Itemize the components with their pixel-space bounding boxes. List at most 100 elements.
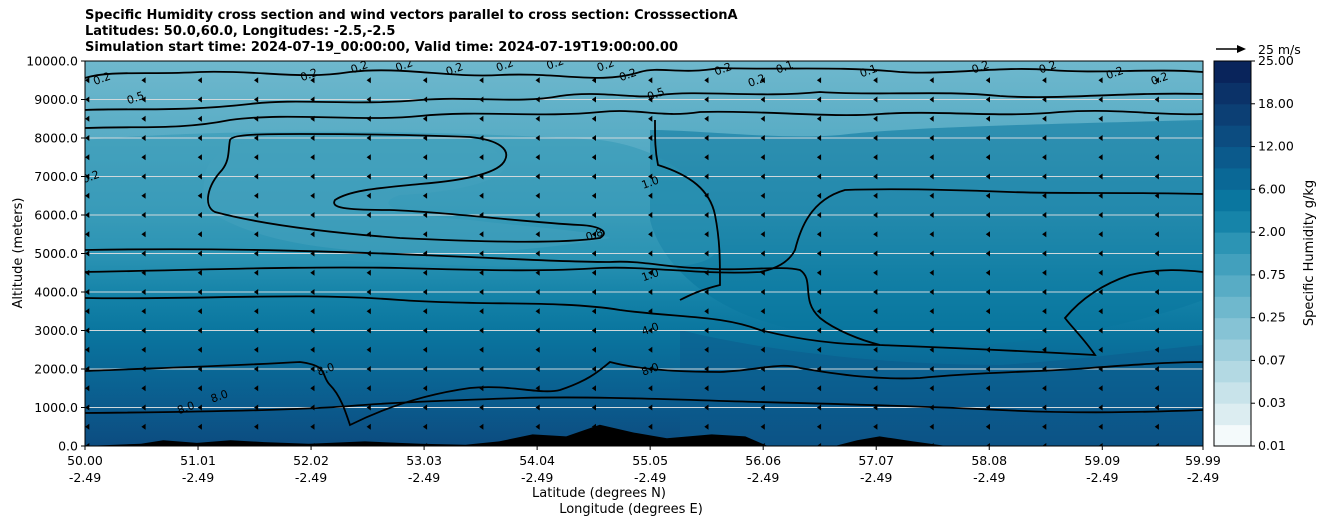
wind-vector <box>816 77 822 84</box>
wind-vector <box>535 96 540 103</box>
wind-vector <box>816 192 822 199</box>
contour-label: 1.0 <box>640 266 661 284</box>
wind-vector <box>310 327 315 334</box>
wind-vector <box>141 115 146 122</box>
wind-vector <box>1098 289 1103 295</box>
wind-vector <box>648 212 653 218</box>
wind-vector <box>422 327 428 334</box>
wind-vector <box>873 212 878 218</box>
wind-vector <box>479 404 484 411</box>
wind-vector <box>197 135 202 141</box>
x-tick-label-lon: -2.49 <box>1086 470 1118 485</box>
wind-vector <box>310 192 315 199</box>
chart-subtitle-times: Simulation start time: 2024-07-19_00:00:… <box>85 40 678 55</box>
wind-vector <box>535 231 540 238</box>
wind-vector <box>704 115 709 122</box>
wind-vector <box>479 96 484 103</box>
wind-vector <box>254 154 259 161</box>
wind-vector <box>141 250 146 257</box>
wind-vector <box>1154 250 1159 257</box>
wind-vector <box>422 77 428 84</box>
dry-region-mid <box>85 131 720 269</box>
wind-vector <box>535 289 540 295</box>
wind-vector <box>1042 366 1047 372</box>
x-tick-label-lat: 54.04 <box>519 453 555 468</box>
wind-vector <box>648 154 653 161</box>
wind-vector <box>873 135 878 141</box>
wind-vector <box>422 308 428 315</box>
wind-vector <box>1154 212 1159 218</box>
contour-label: 8.0 <box>315 360 336 378</box>
wind-vector <box>816 96 822 103</box>
wind-vector <box>254 212 259 218</box>
moist-region-lower-right <box>680 330 1203 446</box>
colorbar-tick-label: 0.03 <box>1258 395 1286 410</box>
wind-vector <box>985 289 990 295</box>
wind-vector <box>591 115 596 122</box>
wind-vector <box>141 385 146 392</box>
y-tick-label: 10000.0 <box>26 54 78 69</box>
wind-vector <box>648 77 653 84</box>
x-tick-label-lon: -2.49 <box>408 470 440 485</box>
x-tick-label-lon: -2.49 <box>973 470 1005 485</box>
x-tick-label-lat: 58.08 <box>971 453 1007 468</box>
contour-label: 0.2 <box>1104 64 1125 82</box>
y-tick-label: 1000.0 <box>34 400 78 415</box>
wind-vector <box>85 135 90 141</box>
colorbar-segment <box>1214 403 1251 426</box>
x-tick-label-lat: 56.06 <box>745 453 781 468</box>
wind-vector <box>1154 269 1159 276</box>
wind-vector <box>648 115 653 122</box>
wind-vector <box>1042 77 1047 84</box>
wind-vector <box>1042 308 1047 315</box>
wind-vector <box>929 346 934 353</box>
contour-label: 0.2 <box>444 60 465 78</box>
wind-vector <box>760 77 765 84</box>
wind-vector <box>985 443 990 446</box>
wind-vector <box>479 231 484 238</box>
wind-vector <box>704 327 709 334</box>
contour-line <box>207 133 605 243</box>
y-tick-label: 5000.0 <box>34 246 78 261</box>
colorbar-segment <box>1214 381 1251 404</box>
wind-vector <box>929 423 934 430</box>
wind-vector <box>197 289 202 295</box>
wind-vector <box>873 327 878 334</box>
wind-vector <box>535 77 540 84</box>
wind-vector <box>141 154 146 161</box>
wind-vector <box>816 173 822 180</box>
wind-vector <box>1154 135 1159 141</box>
wind-vector <box>1154 327 1159 334</box>
wind-vector <box>985 269 990 276</box>
wind-vector <box>310 231 315 238</box>
wind-vector <box>929 366 934 372</box>
colorbar-segment <box>1214 424 1251 447</box>
contour-lines <box>85 67 1203 427</box>
wind-vector <box>422 404 428 411</box>
wind-vector <box>254 77 259 84</box>
wind-vector <box>704 269 709 276</box>
wind-vector <box>985 192 990 199</box>
wind-vector <box>197 404 202 411</box>
wind-vector <box>535 346 540 353</box>
wind-vector <box>591 269 596 276</box>
wind-vector <box>760 423 765 430</box>
wind-vector <box>310 154 315 161</box>
wind-vector <box>1098 404 1103 411</box>
wind-vector <box>479 173 484 180</box>
wind-vector <box>422 135 428 141</box>
wind-vector <box>1098 135 1103 141</box>
wind-vector <box>929 308 934 315</box>
wind-vector <box>141 173 146 180</box>
wind-vector <box>1098 423 1103 430</box>
wind-vector <box>535 115 540 122</box>
wind-vector <box>1098 173 1103 180</box>
wind-vector <box>479 423 484 430</box>
wind-vector <box>197 308 202 315</box>
wind-vector <box>760 289 765 295</box>
colorbar-tick-label: 0.25 <box>1258 310 1286 325</box>
wind-vector <box>535 423 540 430</box>
wind-vector <box>929 115 934 122</box>
wind-vector <box>1154 115 1159 122</box>
wind-vector <box>366 192 371 199</box>
